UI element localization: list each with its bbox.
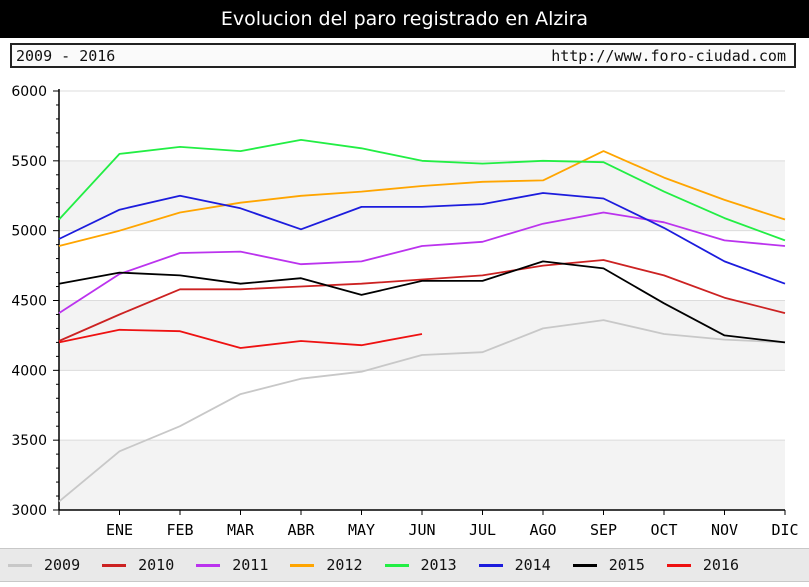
legend-item-2016: 2016: [666, 556, 739, 574]
legend-label: 2011: [232, 556, 269, 574]
x-tick-label: AGO: [529, 521, 556, 539]
series-line-2013: [58, 138, 786, 242]
x-tick-label: ENE: [106, 521, 133, 539]
legend-swatch: [384, 563, 409, 567]
y-tick-label: 5500: [11, 154, 47, 170]
legend-swatch: [8, 563, 32, 567]
x-tick-label: JUL: [469, 521, 496, 539]
legend-item-2014: 2014: [478, 556, 551, 574]
legend-swatch: [102, 563, 127, 567]
line-chart: 3000 3500 4000 4500 5000 5500 6000 ENE FEB MAR ABR…: [11, 84, 798, 539]
legend-label: 2012: [326, 556, 363, 574]
y-tick-label: 4000: [11, 363, 47, 379]
y-tick-label: 6000: [11, 84, 47, 100]
legend-swatch: [478, 563, 503, 567]
series-line-2014: [58, 192, 786, 285]
legend-item-2015: 2015: [572, 556, 645, 574]
x-tick-label: DIC: [771, 521, 798, 539]
legend-item-2010: 2010: [102, 556, 174, 574]
plot-band: [59, 370, 785, 441]
year-range-label: 2009 - 2016: [16, 46, 116, 65]
x-tick-label: MAY: [348, 521, 375, 539]
legend-swatch: [666, 563, 691, 567]
legend-label: 2016: [702, 556, 739, 574]
chart-title: Evolucion del paro registrado en Alzira: [0, 0, 809, 38]
plot-band: [59, 160, 785, 231]
legend-label: 2015: [608, 556, 645, 574]
y-tick-label: 3000: [11, 503, 47, 519]
series-line-2011: [58, 211, 786, 314]
legend-swatch: [290, 563, 315, 567]
y-tick-label: 4500: [11, 294, 47, 310]
y-tick-label: 3500: [11, 433, 47, 449]
legend-label: 2009: [44, 556, 81, 574]
x-tick-label: NOV: [711, 521, 738, 539]
info-box: 2009 - 2016 http://www.foro-ciudad.com: [10, 43, 796, 68]
legend-item-2011: 2011: [196, 556, 268, 574]
x-tick-label: MAR: [227, 521, 255, 539]
legend-item-2009: 2009: [8, 556, 80, 574]
legend-item-2012: 2012: [290, 556, 363, 574]
source-url: http://www.foro-ciudad.com: [551, 46, 786, 65]
x-tick-label: SEP: [590, 521, 617, 539]
plot-band: [59, 440, 785, 510]
y-tick-label: 5000: [11, 224, 47, 240]
legend: 2009 2010 2011 2012 2013 2014 2015 2016: [0, 548, 809, 582]
x-tick-label: FEB: [166, 521, 193, 539]
legend-label: 2014: [514, 556, 551, 574]
legend-label: 2010: [138, 556, 175, 574]
x-tick-label: JUN: [408, 521, 435, 539]
series-line-2015: [58, 260, 786, 344]
legend-swatch: [196, 563, 221, 567]
series-line-2009: [58, 319, 786, 503]
plot-band: [59, 300, 785, 371]
legend-item-2013: 2013: [384, 556, 457, 574]
series-line-2012: [58, 150, 786, 247]
x-tick-label: ABR: [287, 521, 315, 539]
legend-label: 2013: [420, 556, 457, 574]
plot-band: [59, 91, 785, 161]
x-tick-label: OCT: [650, 521, 677, 539]
series-line-2010: [58, 259, 786, 342]
plot-band: [59, 230, 785, 301]
series-line-2016: [58, 328, 423, 349]
legend-swatch: [572, 563, 597, 567]
